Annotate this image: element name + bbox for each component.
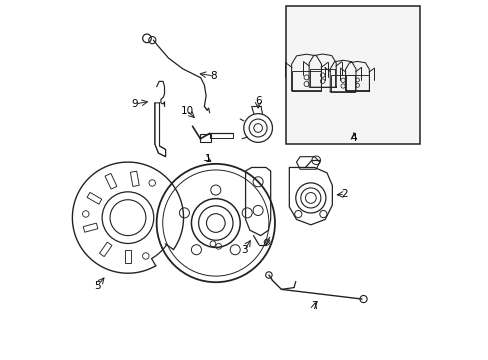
Text: 10: 10 xyxy=(180,106,193,116)
Bar xyxy=(83,223,98,232)
Bar xyxy=(87,192,102,204)
Text: 8: 8 xyxy=(210,71,217,81)
Text: 4: 4 xyxy=(350,133,356,143)
Text: 7: 7 xyxy=(310,301,317,311)
Text: 3: 3 xyxy=(241,245,247,255)
Text: 5: 5 xyxy=(94,281,101,291)
Text: 6: 6 xyxy=(254,96,261,106)
Bar xyxy=(105,174,117,189)
Text: 2: 2 xyxy=(341,189,347,199)
Text: 9: 9 xyxy=(132,99,138,109)
Bar xyxy=(99,242,112,257)
Bar xyxy=(199,134,211,142)
Text: 1: 1 xyxy=(204,154,211,164)
Bar xyxy=(130,171,139,186)
Bar xyxy=(285,6,419,144)
Bar xyxy=(125,249,131,263)
